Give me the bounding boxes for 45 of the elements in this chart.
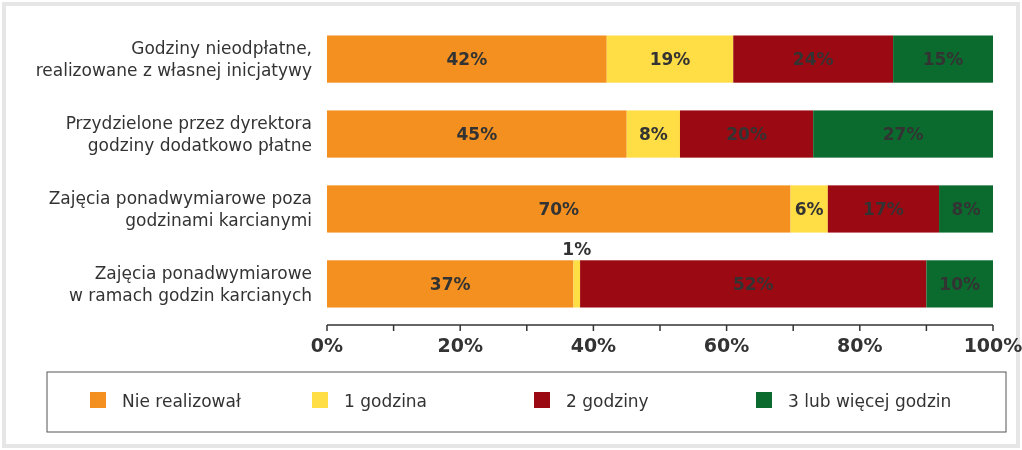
data-label: 19% (649, 49, 691, 70)
bar (626, 110, 680, 158)
bar (327, 185, 791, 233)
data-label: 42% (446, 49, 488, 70)
bar (679, 110, 814, 158)
legend-label: Nie realizował (122, 391, 241, 411)
data-label: 20% (726, 124, 767, 145)
data-label: 24% (792, 49, 834, 70)
data-label: 17% (863, 198, 904, 219)
data-label: 37% (429, 273, 471, 294)
bar (827, 185, 940, 233)
x-tick-label: 60% (703, 334, 750, 356)
data-label: 15% (922, 49, 964, 70)
legend-label: 2 godziny (566, 391, 649, 411)
data-label: 70% (538, 198, 580, 219)
x-tick-label: 80% (837, 334, 883, 356)
x-tick-label: 20% (437, 334, 483, 356)
bar (327, 260, 574, 308)
data-label: 1% (562, 239, 592, 260)
data-label: 10% (939, 273, 981, 294)
bar (327, 110, 627, 158)
bar (939, 185, 993, 233)
data-label: 8% (951, 198, 981, 219)
bar (327, 35, 607, 83)
data-label: 27% (882, 124, 924, 145)
y-tick-label: Przydzielone przez dyrektora godziny dodatkowo płatne (65, 113, 312, 156)
x-tick-label: 0% (310, 334, 344, 356)
bar (893, 35, 993, 83)
bar (573, 260, 581, 308)
legend-label: 1 godzina (344, 391, 428, 411)
bar (813, 110, 993, 158)
y-tick-label: Zajęcia ponadwymiarowe w ramach godzin karcianych (68, 262, 312, 305)
bar (580, 260, 927, 308)
bar (926, 260, 993, 308)
y-tick-label: Zajęcia ponadwymiarowe poza godzinami karcianymi (48, 187, 312, 230)
data-label: 6% (794, 198, 824, 219)
x-tick-label: 100% (963, 334, 1022, 356)
data-label: 8% (638, 124, 668, 145)
bar (606, 35, 734, 83)
y-tick-label: Godziny nieodpłatne, realizowane z własnej inicjatywy (35, 38, 312, 81)
legend-label: 3 lub więcej godzin (788, 391, 952, 411)
x-tick-label: 40% (570, 334, 617, 356)
bar (733, 35, 894, 83)
data-label: 52% (732, 273, 774, 294)
data-label: 45% (456, 124, 498, 145)
